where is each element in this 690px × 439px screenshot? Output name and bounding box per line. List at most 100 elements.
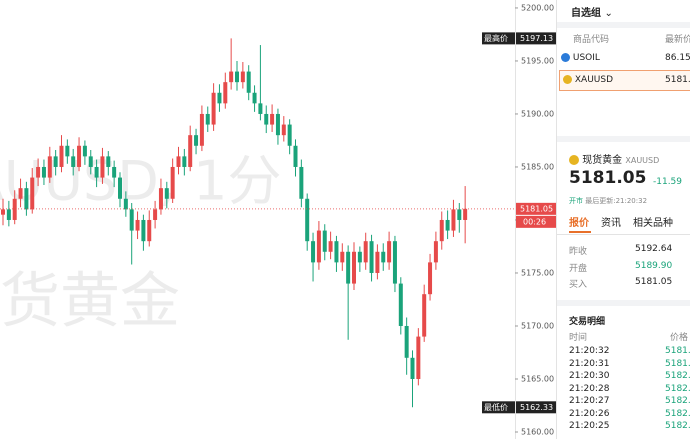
watchlist-title[interactable]: 自选组 ⌄: [571, 8, 613, 19]
trade-price: 5182.20: [665, 383, 690, 394]
stat-label: 昨收: [569, 247, 588, 257]
status: 开市: [569, 197, 583, 205]
trade-price: 5182.00: [665, 408, 690, 419]
body: [428, 262, 433, 295]
col-price: 价格: [670, 333, 689, 343]
body: [176, 156, 181, 167]
body: [369, 241, 374, 273]
body: [129, 209, 134, 231]
symbol: USOIL: [572, 53, 600, 63]
body: [12, 198, 17, 220]
trade-price: 5182.10: [665, 421, 690, 431]
col-price: 最新价: [665, 35, 690, 45]
body: [275, 113, 280, 136]
detail-status: 开市 最后更新:21:20:32: [569, 196, 647, 206]
body: [194, 135, 199, 146]
trade-price: 5181.40: [665, 358, 690, 369]
body: [123, 198, 128, 210]
stat-label: 买入: [569, 280, 588, 290]
name: 现货黄金: [582, 155, 623, 166]
body: [88, 156, 93, 167]
body: [106, 156, 111, 167]
countdown: 00:26: [523, 217, 546, 226]
col-time: 时间: [569, 333, 588, 343]
stat-value: 5181.05: [635, 277, 673, 287]
trade-time: 21:20:28: [569, 383, 610, 394]
trade-time: 21:20:27: [569, 396, 610, 406]
symbol: XAUUSD: [574, 75, 614, 85]
body: [223, 82, 228, 104]
price: 86.15: [665, 53, 690, 63]
y-tick-label: 5195.00: [521, 56, 554, 65]
high-value: 5197.13: [520, 34, 553, 43]
tab[interactable]: 资讯: [601, 218, 621, 229]
tab[interactable]: 相关品种: [633, 218, 673, 229]
body: [182, 156, 187, 167]
body: [82, 145, 87, 157]
body: [270, 113, 275, 125]
body: [352, 251, 356, 284]
body: [229, 71, 234, 83]
watch-row[interactable]: USOIL: [561, 53, 600, 63]
body: [328, 241, 333, 252]
low-value: 5162.33: [520, 403, 553, 412]
col-symbol: 商品代码: [573, 35, 610, 45]
body: [164, 188, 169, 199]
body: [346, 251, 351, 284]
body: [235, 71, 239, 83]
tab-underline: [569, 231, 591, 233]
body: [410, 357, 415, 379]
stat-label: 开盘: [569, 264, 588, 274]
body: [398, 283, 403, 326]
trade-time: 21:20:26: [569, 408, 610, 419]
trade-time: 21:20:30: [569, 371, 610, 381]
body: [311, 241, 316, 263]
body: [135, 219, 140, 231]
y-tick-label: 5185.00: [521, 162, 554, 171]
y-tick-label: 5165.00: [521, 374, 554, 383]
y-tick-label: 5190.00: [521, 109, 554, 118]
watch-row-selected[interactable]: [559, 70, 690, 91]
body: [293, 145, 298, 167]
side-panel: 自选组 ⌄ 商品代码 最新价 USOIL 86.15 XAUUSD 5181.0…: [556, 0, 690, 439]
countdown-bg: [516, 215, 556, 228]
body: [188, 135, 193, 167]
body: [71, 156, 76, 167]
low-label: 最低价: [484, 402, 508, 412]
trade-price: 5181.05: [665, 346, 690, 356]
body: [153, 209, 158, 220]
body: [217, 92, 222, 104]
watchlist-title-text: 自选组: [571, 8, 601, 19]
body: [18, 188, 23, 199]
watermark-symbol: XAUUSD, 1分: [0, 150, 282, 213]
body: [322, 230, 327, 252]
body: [258, 103, 263, 114]
body: [199, 113, 204, 146]
trade-time: 21:20:25: [569, 421, 610, 431]
body: [451, 209, 456, 231]
chart: XAUUSD, 1分 现货黄金 5200.00 5195.00 5190.00 518…: [0, 0, 556, 439]
body: [158, 188, 163, 210]
body: [36, 166, 41, 178]
body: [112, 166, 117, 178]
trade-price: 5182.10: [665, 396, 690, 406]
body: [41, 166, 46, 178]
body: [170, 166, 175, 199]
body: [439, 219, 444, 242]
price: 5181.05: [665, 75, 690, 85]
body: [264, 113, 269, 125]
tab[interactable]: 报价: [569, 218, 589, 229]
high-label: 最高价: [484, 33, 508, 43]
detail-name: 现货黄金 XAUUSD: [569, 151, 659, 166]
watch-row: XAUUSD: [563, 75, 613, 85]
high-label-bg: [482, 32, 515, 45]
trade-time: 21:20:31: [569, 358, 610, 369]
body: [24, 188, 29, 210]
y-tick-label: 5170.00: [521, 321, 554, 330]
updated: 最后更新:21:20:32: [585, 197, 648, 205]
y-tick-label: 5200.00: [521, 3, 554, 12]
body: [94, 166, 99, 178]
low-label-bg: [482, 401, 515, 414]
body: [118, 177, 122, 199]
